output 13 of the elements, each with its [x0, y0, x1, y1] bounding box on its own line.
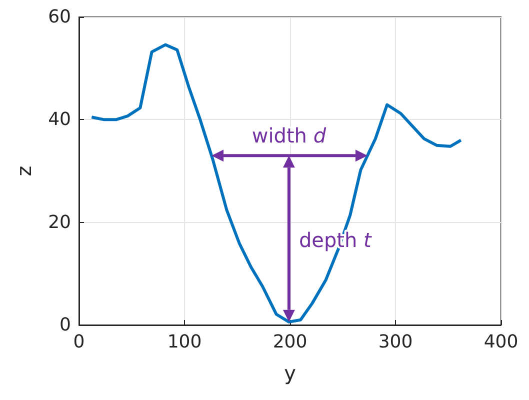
- y-tick-label: 0: [60, 314, 71, 336]
- y-tick-label: 20: [48, 212, 71, 233]
- x-tick-label: 100: [167, 332, 202, 352]
- y-tick-label: 40: [48, 109, 71, 130]
- annotation: width d: [252, 124, 326, 148]
- x-tick-label: 300: [378, 332, 413, 352]
- x-tick-label: 400: [484, 332, 518, 352]
- x-tick-label: 0: [73, 332, 85, 352]
- y-axis-title: z: [12, 166, 36, 176]
- line-series: [90, 43, 462, 324]
- y-tick-label: 60: [48, 6, 71, 28]
- x-tick-label: 200: [272, 332, 308, 352]
- x-axis-title: y: [284, 361, 296, 385]
